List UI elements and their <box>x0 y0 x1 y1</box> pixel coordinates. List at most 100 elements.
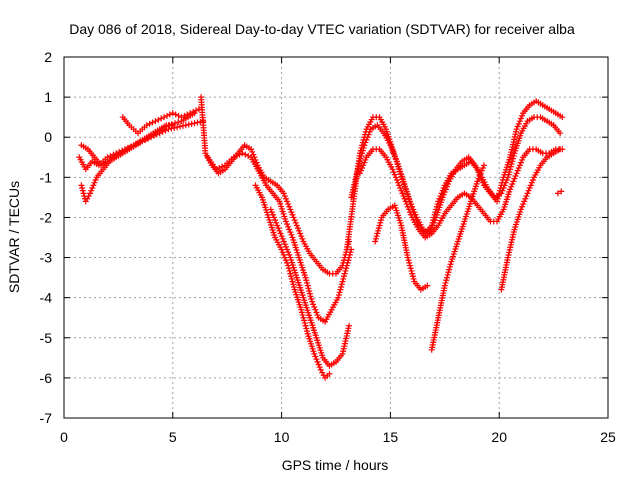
data-point <box>390 150 397 157</box>
data-point <box>299 312 306 319</box>
x-tick-label: 20 <box>491 429 507 445</box>
data-point <box>307 293 314 300</box>
data-point <box>362 156 369 163</box>
data-point <box>233 152 240 159</box>
data-point <box>339 278 346 285</box>
data-point <box>401 195 408 202</box>
data-point <box>280 238 287 245</box>
data-point <box>92 177 99 184</box>
data-point <box>159 128 166 135</box>
y-tick-label: -3 <box>40 250 53 266</box>
x-tick-label: 25 <box>600 429 616 445</box>
data-point <box>314 358 321 365</box>
data-point <box>288 275 295 282</box>
data-point <box>286 267 293 274</box>
data-point <box>509 158 516 165</box>
data-point <box>341 270 348 277</box>
data-point <box>79 187 86 194</box>
data-point <box>362 139 369 146</box>
data-point <box>393 177 400 184</box>
data-point <box>280 251 287 258</box>
data-point <box>292 219 299 226</box>
data-point <box>239 150 246 157</box>
data-point <box>281 254 288 261</box>
data-point <box>293 222 300 229</box>
data-point <box>396 182 403 189</box>
data-point <box>298 233 305 240</box>
data-point <box>507 186 514 193</box>
data-point <box>316 364 323 371</box>
data-point <box>285 249 292 256</box>
data-point <box>298 306 305 313</box>
data-point <box>528 179 535 186</box>
data-point <box>509 181 516 188</box>
data-point <box>361 159 368 166</box>
data-point <box>166 111 173 118</box>
data-point <box>377 217 384 224</box>
data-point <box>409 273 416 280</box>
data-point <box>188 120 195 127</box>
data-point <box>480 162 487 169</box>
data-point <box>510 152 517 159</box>
data-point <box>361 142 368 149</box>
data-point <box>355 163 362 170</box>
data-point <box>286 226 293 233</box>
data-point <box>79 185 86 192</box>
data-point <box>191 120 198 127</box>
data-point <box>343 265 350 272</box>
data-point <box>527 182 534 189</box>
data-point <box>516 162 523 169</box>
axis-ticks: 0 5 10 15 20 25 -7 -6 -5 -4 -3 -2 -1 0 1 2 <box>40 49 616 445</box>
data-point <box>510 178 517 185</box>
data-point <box>439 194 446 201</box>
data-point <box>522 195 529 202</box>
data-point <box>357 155 364 162</box>
data-point <box>514 123 521 130</box>
data-point <box>517 206 524 213</box>
data-point <box>213 166 220 173</box>
data-point <box>193 107 200 114</box>
data-point <box>236 151 243 158</box>
data-point <box>442 279 449 286</box>
data-point <box>446 263 453 270</box>
data-point <box>185 121 192 128</box>
data-point <box>506 168 513 175</box>
data-point <box>554 190 561 197</box>
data-point <box>407 265 414 272</box>
data-point <box>390 168 397 175</box>
data-point <box>358 152 365 159</box>
data-point <box>313 309 320 316</box>
data-point <box>336 289 343 296</box>
data-point <box>445 181 452 188</box>
x-axis-label: GPS time / hours <box>282 457 389 473</box>
data-point <box>360 144 367 151</box>
data-point <box>300 314 307 321</box>
data-point <box>298 309 305 316</box>
data-point <box>287 270 294 277</box>
data-point <box>88 187 95 194</box>
data-point <box>356 158 363 165</box>
data-point <box>389 166 396 173</box>
data-point <box>377 219 384 226</box>
data-point <box>175 119 182 126</box>
data-point <box>78 182 85 189</box>
data-point <box>174 124 181 131</box>
data-point <box>177 123 184 130</box>
data-point <box>502 179 509 186</box>
data-point <box>286 251 293 258</box>
data-point <box>347 249 354 256</box>
data-point <box>403 201 410 208</box>
data-point <box>270 214 277 221</box>
data-point <box>269 211 276 218</box>
data-point <box>155 116 162 123</box>
data-point <box>516 118 523 125</box>
data-point <box>398 187 405 194</box>
data-point <box>508 160 515 167</box>
data-point <box>301 320 308 327</box>
data-point <box>284 198 291 205</box>
data-point <box>338 281 345 288</box>
data-point <box>309 298 316 305</box>
data-point <box>372 235 379 242</box>
data-point <box>312 306 319 313</box>
